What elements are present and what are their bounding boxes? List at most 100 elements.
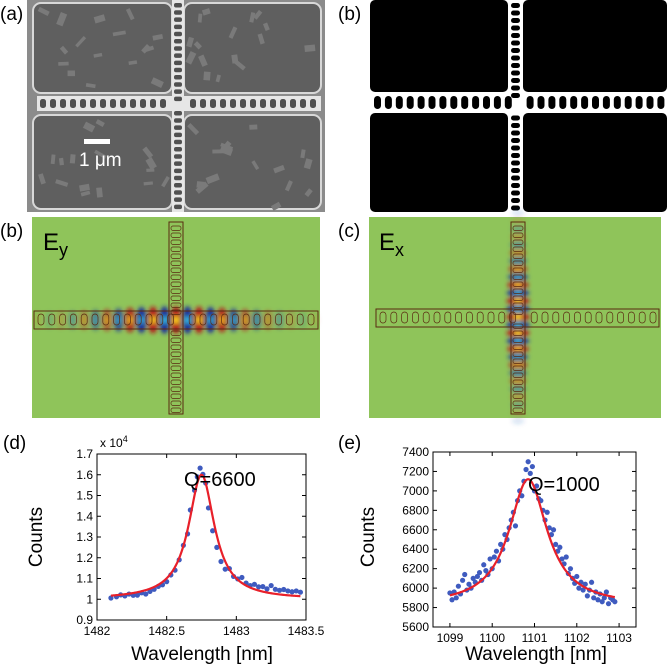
mask-hole — [428, 96, 436, 109]
ex-horizontal-beam — [375, 308, 660, 328]
ex-hole — [487, 311, 495, 324]
field-map-ey — [32, 217, 320, 418]
ex-hole — [512, 365, 524, 371]
field-lobe-core — [514, 210, 522, 216]
field-lobe-core — [514, 354, 522, 360]
chart-d-data-point — [297, 589, 304, 595]
sem-debris-particle — [128, 60, 138, 66]
ey-hole — [70, 313, 77, 326]
sem-debris-particle — [249, 124, 258, 130]
chart-e-data-point — [591, 595, 597, 601]
panel-label-d: (d) — [3, 433, 26, 454]
sem-hole — [174, 31, 182, 37]
ey-hole — [170, 302, 182, 308]
sem-debris-particle — [95, 119, 105, 127]
chart-d-data-point — [281, 586, 287, 593]
sem-hole — [40, 99, 46, 108]
sem-debris-particle — [38, 173, 46, 185]
chart-e-annotation: Q=1000 — [528, 474, 600, 496]
mask-hole — [511, 93, 520, 98]
sem-debris-particle — [85, 82, 96, 89]
sem-hole — [174, 147, 182, 152]
mask-hole — [504, 96, 512, 109]
ey-hole — [156, 313, 164, 326]
ex-hole — [512, 267, 524, 273]
chart-e-data-point — [595, 597, 601, 603]
ex-hole — [512, 260, 524, 266]
mask-hole — [395, 96, 403, 109]
ey-hole — [113, 313, 120, 326]
field-lobe-core — [514, 410, 522, 416]
chart-e-data-point — [491, 554, 497, 560]
chart-e-data-point — [605, 601, 612, 607]
sem-hole — [120, 99, 126, 108]
field-lobe-core — [514, 234, 522, 240]
ex-hole — [541, 311, 549, 324]
mask-hole — [511, 55, 520, 61]
sem-debris-particle — [75, 36, 87, 48]
chart-e-xtick-label: 1102 — [564, 631, 590, 645]
mask-hole — [461, 96, 469, 109]
chart-d-ytick-label: 1.6 — [76, 468, 93, 482]
sem-hole — [174, 10, 182, 15]
field-lobe-core — [196, 316, 202, 324]
mask-hole — [602, 96, 610, 109]
panel-label-b: (b) — [0, 221, 23, 242]
sem-hole — [174, 190, 182, 195]
sem-hole — [174, 89, 182, 94]
mask-hole — [511, 70, 520, 76]
field-lobe-core — [514, 266, 522, 272]
mask-hole — [511, 63, 520, 68]
sem-hole — [310, 99, 316, 108]
ey-hole — [170, 365, 182, 371]
ex-vertical-beam — [510, 221, 526, 415]
ex-hole — [412, 311, 419, 324]
chart-e-data-point — [582, 581, 588, 587]
sem-hole — [174, 175, 182, 181]
ex-hole — [512, 288, 524, 294]
chart-e-data-point — [612, 599, 618, 605]
chart-d-data-point — [251, 581, 258, 587]
sem-hole — [260, 99, 266, 108]
chart-d-xtick-label: 1483.5 — [288, 624, 325, 638]
sem-debris-particle — [193, 41, 202, 50]
ey-hole — [286, 313, 293, 326]
sem-debris-particle — [233, 59, 246, 71]
sem-hole — [250, 99, 256, 108]
panel-label-b-top: (b) — [338, 4, 361, 25]
field-lobe-core — [230, 316, 237, 324]
sem-debris-particle — [300, 149, 306, 159]
sem-hole — [50, 99, 56, 108]
chart-e-ytick-label: 6000 — [402, 581, 429, 595]
field-lobe-core — [514, 314, 522, 320]
chart-e-data-point — [453, 595, 459, 601]
ex-hole — [512, 232, 524, 238]
sem-debris-particle — [251, 160, 260, 171]
field-lobe-core — [514, 298, 522, 304]
sem-hole — [290, 99, 296, 108]
sem-debris-particle — [141, 44, 151, 54]
sem-hole — [174, 125, 182, 130]
chart-e-data-point — [449, 597, 455, 603]
mask-hole — [511, 160, 520, 166]
ey-vertical-beam — [168, 221, 184, 415]
ey-hole — [170, 267, 182, 273]
chart-e-xlabel: Wavelength [nm] — [465, 644, 607, 665]
ex-hole — [512, 281, 524, 287]
chart-d-ytick-label: 1.1 — [76, 572, 93, 586]
chart-d-ytick-label: 1.2 — [76, 551, 93, 565]
chart-e-ytick-label: 6200 — [402, 562, 429, 576]
chart-d: 1482 1482.5 1483 1483.5 0.9 1 1.1 1.2 1.3 1.4 1.5 1… — [26, 434, 325, 665]
chart-e-data-point — [466, 581, 472, 587]
ex-hole — [390, 311, 398, 324]
chart-d-data-point — [256, 584, 262, 590]
chart-d-data-point — [210, 528, 216, 534]
chart-e-data-point — [567, 566, 574, 572]
sem-debris-particle — [273, 164, 285, 174]
ex-hole — [512, 344, 524, 350]
field-lobe-core — [115, 316, 122, 324]
chart-e-data-point — [580, 587, 586, 593]
mask-hole — [511, 168, 520, 173]
mask-hole — [646, 96, 654, 109]
ey-hole — [145, 313, 153, 326]
